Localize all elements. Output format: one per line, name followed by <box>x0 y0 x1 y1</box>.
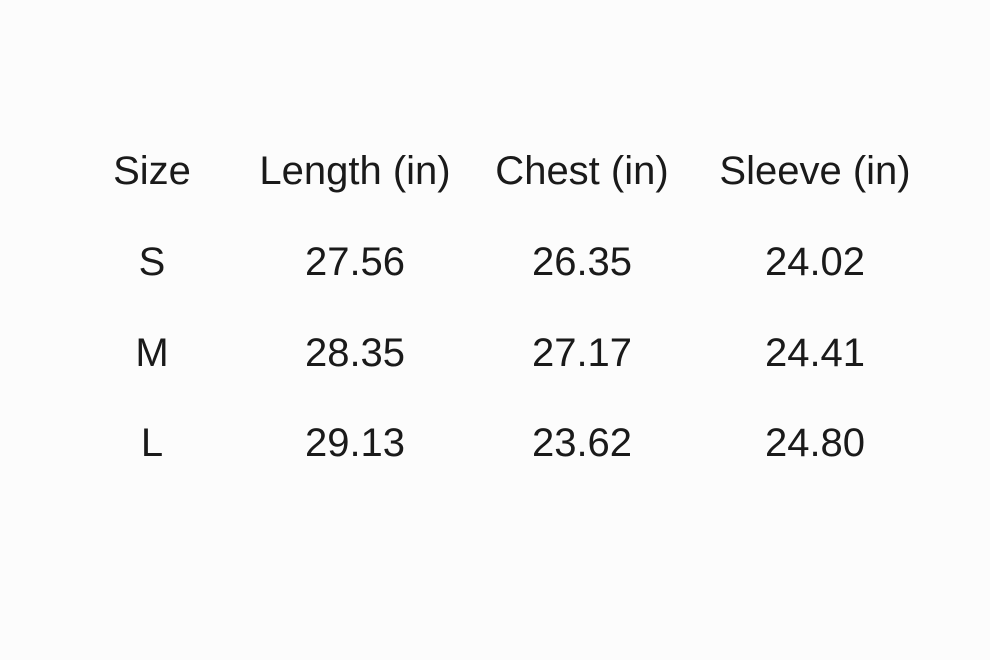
cell-length: 29.13 <box>304 421 406 465</box>
cell-length: 28.35 <box>304 331 406 375</box>
cell-chest: 27.17 <box>531 331 633 375</box>
cell-length: 27.56 <box>304 240 406 284</box>
cell-size: M <box>135 331 169 375</box>
cell-sleeve: 24.41 <box>764 331 866 375</box>
cell-sleeve: 24.02 <box>764 240 866 284</box>
header-size: Size <box>113 149 191 193</box>
cell-chest: 26.35 <box>531 240 633 284</box>
cell-size: L <box>140 421 164 465</box>
cell-sleeve: 24.80 <box>764 421 866 465</box>
cell-chest: 23.62 <box>531 421 633 465</box>
cell-size: S <box>138 240 166 284</box>
header-chest: Chest (in) <box>495 149 669 193</box>
header-sleeve: Sleeve (in) <box>719 149 911 193</box>
header-length: Length (in) <box>259 149 451 193</box>
